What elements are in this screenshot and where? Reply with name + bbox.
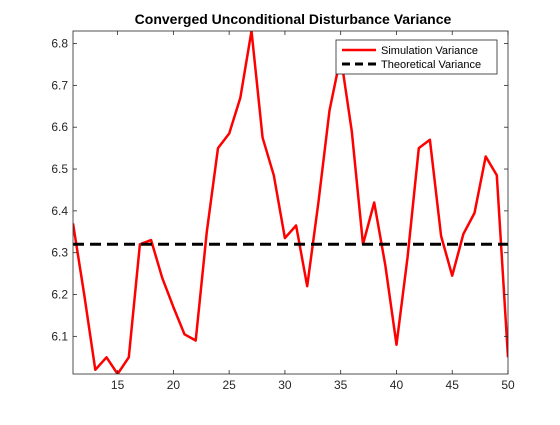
- x-tick-label: 15: [111, 378, 125, 392]
- y-tick-label: 6.5: [51, 162, 68, 176]
- x-tick-label: 25: [222, 378, 236, 392]
- x-tick-label: 50: [501, 378, 515, 392]
- x-tick-label: 35: [334, 378, 348, 392]
- axes-box: [72, 30, 509, 375]
- x-tick-label: 20: [167, 378, 181, 392]
- y-tick-label: 6.7: [51, 78, 68, 92]
- y-tick-label: 6.4: [51, 204, 68, 218]
- y-tick-label: 6.2: [51, 288, 68, 302]
- y-tick-label: 6.3: [51, 246, 68, 260]
- plot-area: [73, 31, 508, 374]
- legend-box: [335, 39, 498, 75]
- legend-label: Simulation Variance: [381, 45, 478, 57]
- x-tick-label: 45: [446, 378, 460, 392]
- x-tick-label: 30: [278, 378, 292, 392]
- y-tick-label: 6.1: [51, 329, 68, 343]
- series-line-simulation-variance: [73, 31, 508, 374]
- chart-title: Converged Unconditional Disturbance Vari…: [135, 11, 452, 27]
- legend-label: Theoretical Variance: [381, 59, 481, 71]
- y-tick-label: 6.8: [51, 37, 68, 51]
- x-tick-label: 40: [390, 378, 404, 392]
- y-tick-label: 6.6: [51, 120, 68, 134]
